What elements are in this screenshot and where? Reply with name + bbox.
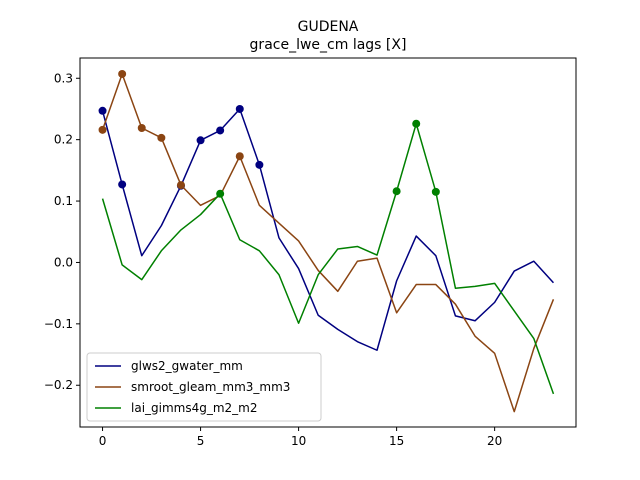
data-point-smroot_gleam_mm3_mm3 — [157, 133, 166, 142]
data-point-smroot_gleam_mm3_mm3 — [137, 123, 146, 132]
legend: glws2_gwater_mm smroot_gleam_mm3_mm3 lai_g… — [86, 352, 322, 422]
series-line-lai_gimms4g_m2_m2 — [101, 122, 555, 395]
y-axis: −0.2 −0.1 0.0 0.1 0.2 0.3 — [44, 71, 80, 392]
data-point-lai_gimms4g_m2_m2 — [431, 187, 440, 196]
x-tick-label: 5 — [197, 434, 205, 448]
data-point-lai_gimms4g_m2_m2 — [412, 119, 421, 128]
legend-label-glws2_gwater_mm: glws2_gwater_mm — [131, 359, 243, 373]
data-point-lai_gimms4g_m2_m2 — [392, 187, 401, 196]
chart-subtitle: grace_lwe_cm lags [X] — [250, 37, 407, 53]
plot-frame — [79, 57, 577, 428]
data-point-glws2_gwater_mm — [118, 180, 127, 189]
data-point-lai_gimms4g_m2_m2 — [216, 189, 225, 198]
data-point-glws2_gwater_mm — [196, 136, 205, 145]
chart-title: GUDENA — [298, 19, 359, 35]
x-tick-label: 0 — [99, 434, 107, 448]
data-point-glws2_gwater_mm — [98, 106, 107, 115]
data-point-glws2_gwater_mm — [235, 104, 244, 113]
y-tick-label: −0.1 — [44, 317, 73, 331]
y-tick-label: 0.0 — [54, 255, 73, 269]
legend-label-lai_gimms4g_m2_m2: lai_gimms4g_m2_m2 — [131, 401, 258, 415]
y-tick-label: 0.3 — [54, 71, 73, 85]
x-tick-label: 15 — [389, 434, 404, 448]
data-point-glws2_gwater_mm — [255, 160, 264, 169]
x-axis: 0 5 10 15 20 — [99, 427, 502, 448]
y-tick-label: −0.2 — [44, 378, 73, 392]
x-tick-label: 20 — [487, 434, 502, 448]
series-layer — [98, 69, 555, 413]
data-point-smroot_gleam_mm3_mm3 — [235, 152, 244, 161]
y-tick-label: 0.1 — [54, 194, 73, 208]
data-point-smroot_gleam_mm3_mm3 — [118, 69, 127, 78]
data-point-smroot_gleam_mm3_mm3 — [176, 181, 185, 190]
series-line-glws2_gwater_mm — [101, 108, 555, 351]
x-tick-label: 10 — [291, 434, 306, 448]
data-point-glws2_gwater_mm — [216, 126, 225, 135]
series-line-smroot_gleam_mm3_mm3 — [101, 73, 555, 413]
legend-label-smroot_gleam_mm3_mm3: smroot_gleam_mm3_mm3 — [131, 380, 290, 394]
data-point-smroot_gleam_mm3_mm3 — [98, 125, 107, 134]
y-tick-label: 0.2 — [54, 133, 73, 147]
legend-box — [86, 352, 322, 422]
